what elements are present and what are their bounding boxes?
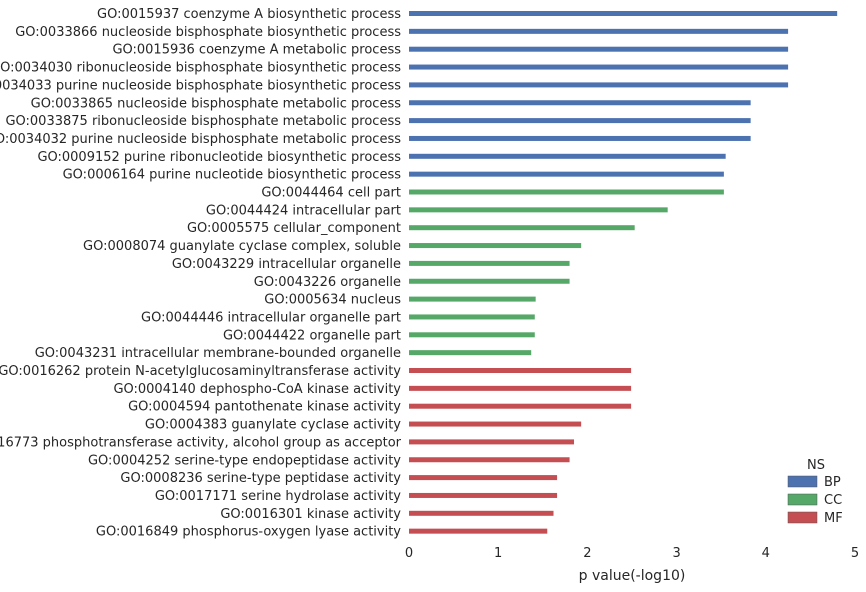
bar-mf — [409, 475, 558, 481]
category-label: GO:0033865 nucleoside bisphosphate metab… — [31, 96, 402, 111]
category-label: GO:0043226 organelle — [254, 275, 401, 290]
bar-mf — [409, 368, 632, 373]
category-label: GO:0015937 coenzyme A biosynthetic proce… — [97, 7, 401, 22]
bar-mf — [409, 492, 558, 498]
category-label: GO:0005575 cellular_component — [187, 221, 401, 236]
category-label: GO:0044422 organelle part — [223, 328, 401, 343]
x-tick-label: 4 — [762, 546, 770, 561]
bar-bp — [409, 46, 789, 52]
category-label: GO:0005634 nucleus — [264, 293, 401, 308]
category-label: GO:0006164 purine nucleotide biosyntheti… — [63, 168, 402, 183]
category-label: GO:0034030 ribonucleoside bisphosphate b… — [0, 61, 401, 76]
legend-entries: BP CC MF — [787, 475, 843, 526]
x-tick-label: 3 — [672, 546, 680, 561]
category-label: GO:0016773 phosphotransferase activity, … — [0, 435, 402, 450]
category-label: GO:0044424 intracellular part — [206, 203, 401, 218]
legend-label: MF — [824, 511, 843, 526]
category-label: GO:0017171 serine hydrolase activity — [155, 489, 401, 504]
category-label: GO:0043229 intracellular organelle — [172, 257, 401, 272]
category-label: GO:0004140 dephospho-CoA kinase activity — [113, 382, 401, 397]
category-label: GO:0009152 purine ribonucleotide biosynt… — [37, 150, 401, 165]
legend-swatch-mf — [787, 511, 818, 524]
bar-bp — [409, 100, 751, 106]
bar-cc — [409, 260, 570, 266]
x-axis: 0 1 2 3 4 5 — [405, 546, 859, 561]
x-axis-title: p value(-log10) — [579, 568, 686, 584]
bar-mf — [409, 457, 570, 463]
category-label: GO:0004383 guanylate cyclase activity — [145, 418, 401, 433]
x-tick-label: 5 — [851, 546, 859, 561]
bar-bp — [409, 171, 724, 177]
legend-swatch-bp — [787, 475, 818, 488]
bars-layer — [409, 11, 838, 534]
category-label: GO:0044446 intracellular organelle part — [141, 310, 401, 325]
bar-mf — [409, 510, 554, 516]
category-label: GO:0043231 intracellular membrane-bounde… — [35, 346, 401, 361]
bar-mf — [409, 439, 575, 445]
bar-mf — [409, 421, 582, 427]
category-label: GO:0004252 serine-type endopeptidase act… — [88, 453, 401, 468]
category-label: GO:0033875 ribonucleoside bisphosphate m… — [5, 114, 401, 129]
bar-mf — [409, 403, 632, 409]
legend-label: CC — [824, 493, 842, 508]
category-label: GO:0015936 coenzyme A metabolic process — [112, 43, 401, 58]
x-tick-label: 2 — [583, 546, 591, 561]
bar-cc — [409, 278, 570, 284]
category-label: GO:0004594 pantothenate kinase activity — [128, 400, 401, 415]
category-label: GO:0033866 nucleoside bisphosphate biosy… — [15, 25, 401, 40]
bar-bp — [409, 64, 789, 70]
category-label: GO:0016262 protein N-acetylglucosaminylt… — [0, 364, 401, 379]
bar-bp — [409, 153, 726, 159]
bar-cc — [409, 296, 536, 302]
x-tick-label: 0 — [405, 546, 413, 561]
category-label: GO:0034033 purine nucleoside bisphosphat… — [0, 78, 401, 93]
category-label: GO:0034032 purine nucleoside bisphosphat… — [0, 132, 401, 147]
bar-bp — [409, 82, 789, 88]
category-label: GO:0008074 guanylate cyclase complex, so… — [83, 239, 401, 254]
legend: NS BP CC MF — [787, 458, 843, 526]
bar-cc — [409, 189, 724, 195]
bar-cc — [409, 207, 668, 213]
legend-title: NS — [807, 458, 825, 473]
bar-cc — [409, 314, 535, 320]
category-label: GO:0016849 phosphorus-oxygen lyase activ… — [96, 525, 401, 540]
legend-swatch-cc — [787, 493, 818, 506]
bar-mf — [409, 385, 632, 391]
legend-label: BP — [824, 475, 841, 490]
bar-mf — [409, 528, 548, 534]
category-label: GO:0016301 kinase activity — [220, 507, 401, 522]
category-labels: GO:0015937 coenzyme A biosynthetic proce… — [0, 7, 402, 540]
category-label: GO:0008236 serine-type peptidase activit… — [120, 471, 401, 486]
bar-cc — [409, 332, 535, 338]
bar-cc — [409, 350, 532, 356]
bar-bp — [409, 11, 838, 16]
x-tick-label: 1 — [494, 546, 502, 561]
category-label: GO:0044464 cell part — [261, 186, 401, 201]
bar-cc — [409, 243, 582, 249]
bar-cc — [409, 225, 635, 231]
bar-bp — [409, 28, 789, 34]
bar-bp — [409, 118, 751, 124]
bar-bp — [409, 135, 751, 141]
